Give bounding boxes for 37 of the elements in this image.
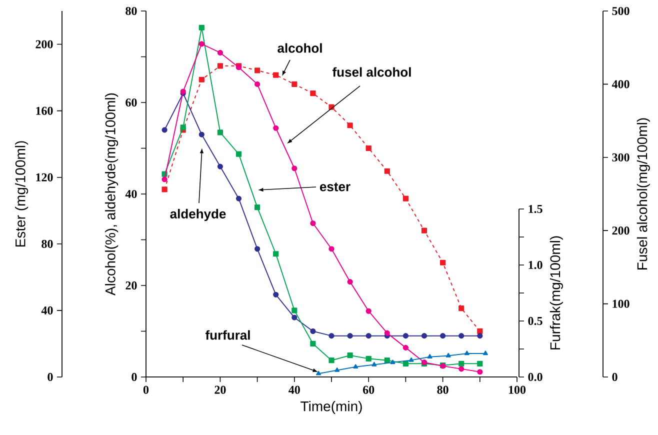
annotation: ester xyxy=(320,182,350,192)
x-tick-label: 0 xyxy=(143,386,149,394)
x-tick-label: 100 xyxy=(508,386,526,394)
y2-tick-label: 0 xyxy=(612,372,618,382)
x-tick-label: 80 xyxy=(437,386,448,394)
text: furfural xyxy=(205,330,250,340)
x-tick-label: 40 xyxy=(288,386,300,394)
y2-tick-label: 300 xyxy=(612,153,630,162)
y3-tick-label: 120 xyxy=(36,173,53,182)
y-tick-label: 0 xyxy=(132,372,137,382)
y2-tick-label: 200 xyxy=(612,226,630,235)
y-tick-label: 1.5 xyxy=(528,204,542,214)
y2-tick-label: 500 xyxy=(612,6,630,16)
y-axis-title: Alcohol(%), aldehyde(mg/100ml) xyxy=(105,93,118,296)
y-tick-label: 0.5 xyxy=(528,316,542,326)
x-tick-label: 60 xyxy=(363,386,374,394)
y3-tick-label: 80 xyxy=(42,240,53,248)
x-tick-label: 20 xyxy=(214,386,226,394)
y2-tick-label: 100 xyxy=(612,300,630,308)
y-axis-title: Furfrak(mg/100ml) xyxy=(550,236,563,350)
x-axis-title: Time(min) xyxy=(300,400,362,414)
y-tick-label: 60 xyxy=(126,98,137,107)
y-tick-label: 20 xyxy=(126,281,137,290)
y-tick-label: 0.0 xyxy=(528,372,542,382)
series-label: alcohol xyxy=(278,43,322,53)
y3-tick-label: 40 xyxy=(41,306,53,314)
y2-axis-title: Fusel alcohol(mg/100ml) xyxy=(636,118,650,270)
y3-axis-title: Ester (mg/100ml) xyxy=(15,141,28,247)
y3-tick-label: 160 xyxy=(36,106,53,115)
y-tick-label: 40 xyxy=(125,190,137,198)
y3-tick-label: 200 xyxy=(36,40,53,48)
y2-tick-label: 400 xyxy=(612,80,630,88)
y-tick-label: 1.0 xyxy=(528,260,542,270)
y-tick-label: 80 xyxy=(126,6,137,16)
annotation: fusel alcohol xyxy=(332,67,411,77)
y3-tick-label: 0 xyxy=(48,372,53,382)
series-label: aldehyde xyxy=(170,208,226,222)
